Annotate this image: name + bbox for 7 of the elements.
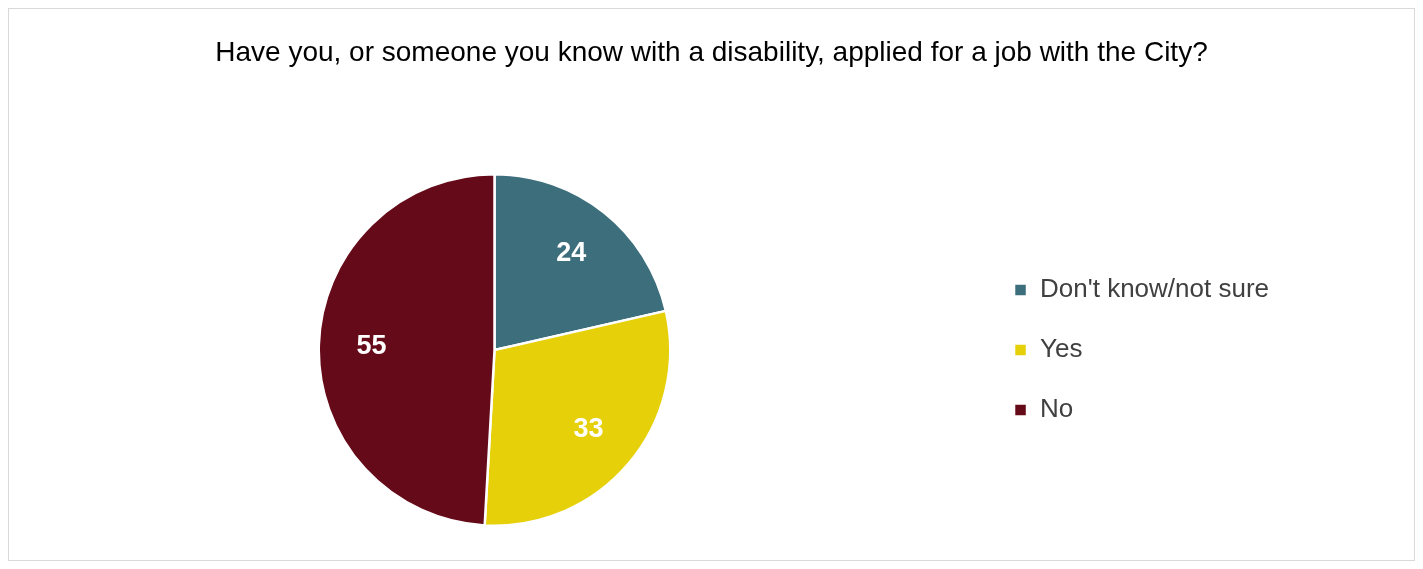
legend-label: Don't know/not sure: [1040, 273, 1270, 304]
data-label: 55: [356, 330, 387, 360]
data-label: 24: [556, 237, 587, 268]
legend-label: No: [1040, 393, 1074, 424]
legend-label: Yes: [1040, 333, 1083, 364]
chart-title: Have you, or someone you know with a disability, applied for a job with the City?: [214, 35, 1209, 69]
data-label: 33: [573, 412, 604, 443]
